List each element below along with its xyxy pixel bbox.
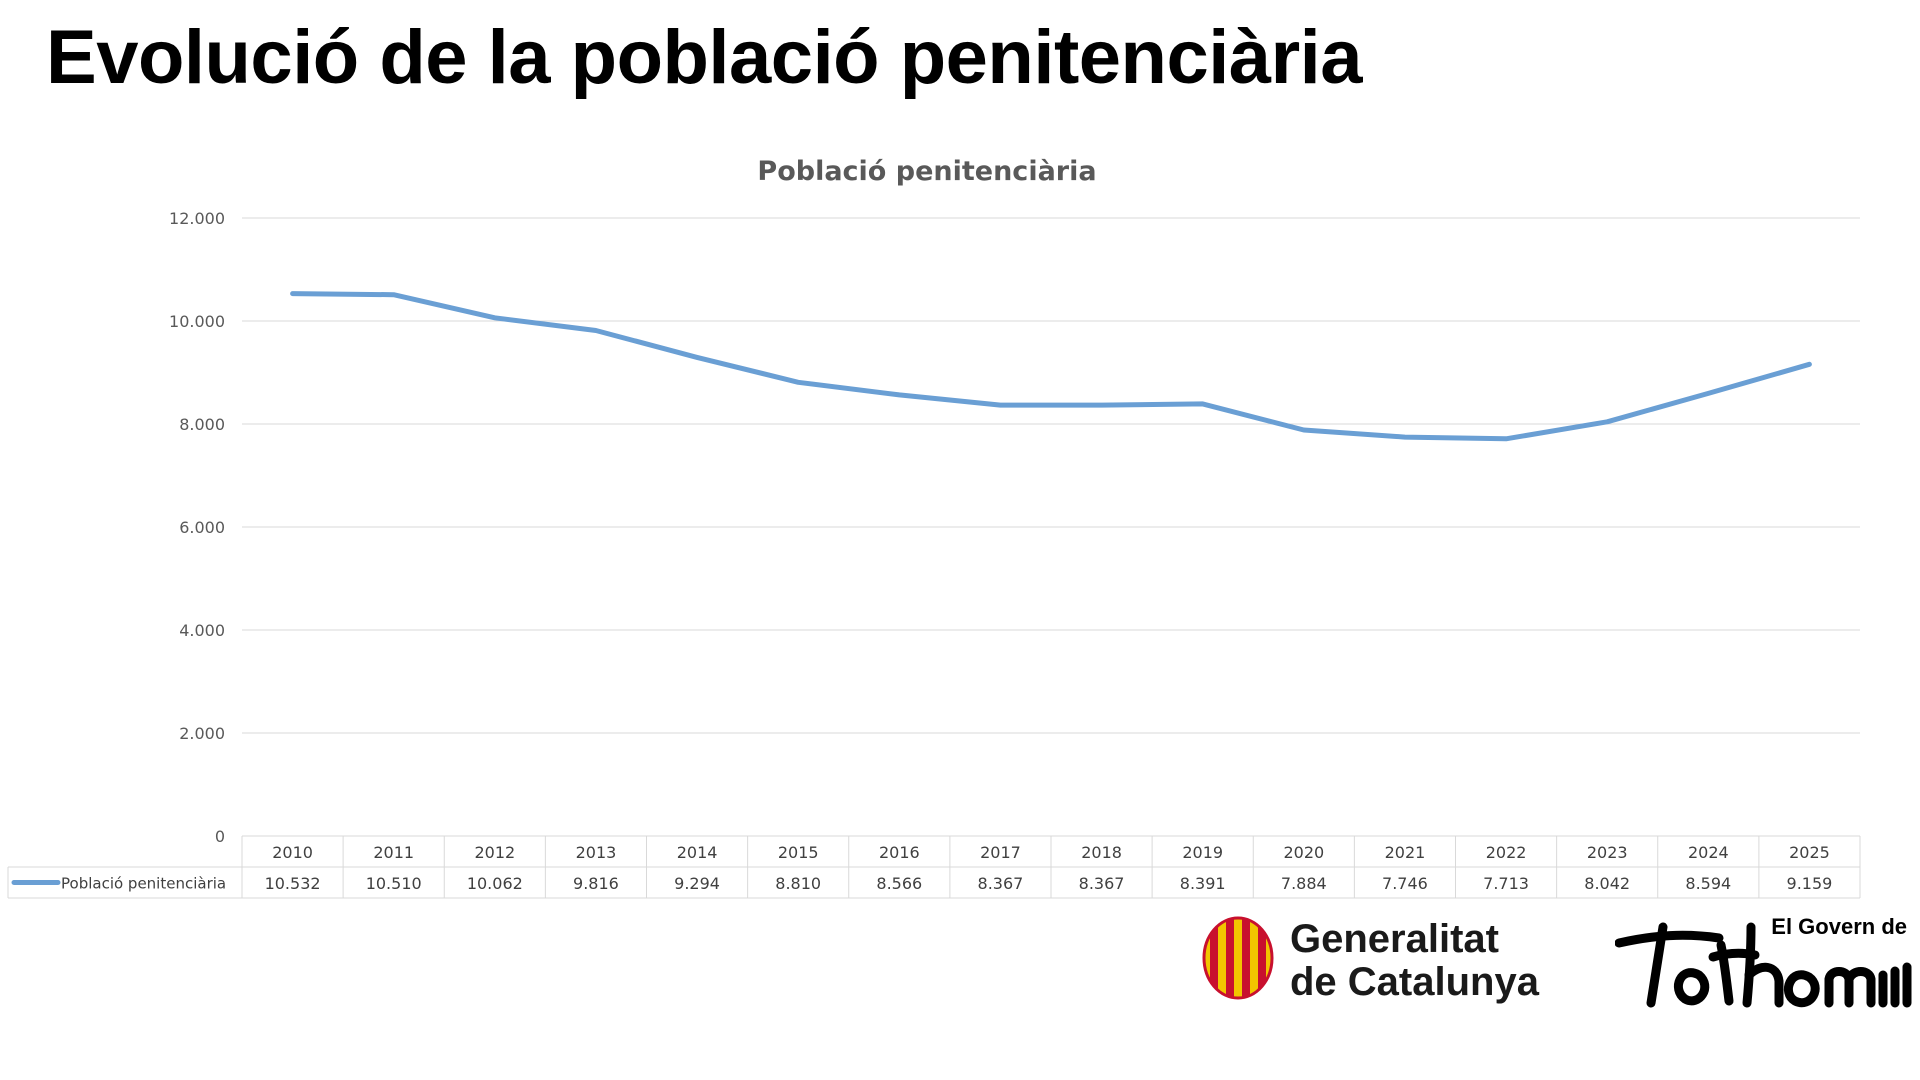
data-label: 7.884 bbox=[1281, 874, 1327, 893]
data-label: 10.062 bbox=[467, 874, 523, 893]
x-tick-label: 2019 bbox=[1182, 843, 1223, 862]
x-tick-label: 2017 bbox=[980, 843, 1021, 862]
data-label: 7.746 bbox=[1382, 874, 1428, 893]
chart-title: Població penitenciària bbox=[757, 156, 1096, 187]
govern-de-tothom-logo: El Govern de bbox=[1615, 905, 1915, 1015]
data-label: 9.816 bbox=[573, 874, 619, 893]
y-tick-label: 10.000 bbox=[169, 312, 225, 331]
generalitat-logo: Generalitat de Catalunya bbox=[1200, 912, 1560, 1012]
x-tick-label: 2025 bbox=[1789, 843, 1830, 862]
x-tick-label: 2014 bbox=[677, 843, 718, 862]
data-point bbox=[796, 380, 800, 384]
data-point bbox=[998, 403, 1002, 407]
data-point bbox=[1807, 362, 1811, 366]
legend-label: Població penitenciària bbox=[61, 875, 226, 893]
chart-gridlines bbox=[242, 217, 1860, 734]
x-tick-label: 2023 bbox=[1587, 843, 1628, 862]
x-tick-label: 2018 bbox=[1081, 843, 1122, 862]
data-point bbox=[1706, 391, 1710, 395]
govern-small-text: El Govern de bbox=[1771, 914, 1907, 939]
data-label: 8.042 bbox=[1584, 874, 1630, 893]
x-tick-label: 2022 bbox=[1486, 843, 1527, 862]
data-label: 8.367 bbox=[1079, 874, 1125, 893]
data-label: 10.510 bbox=[366, 874, 422, 893]
data-label: 9.159 bbox=[1787, 874, 1833, 893]
data-point bbox=[1100, 403, 1104, 407]
data-label: 8.566 bbox=[876, 874, 922, 893]
data-label: 9.294 bbox=[674, 874, 720, 893]
x-tick-label: 2024 bbox=[1688, 843, 1729, 862]
data-point bbox=[594, 328, 598, 332]
x-tick-label: 2010 bbox=[272, 843, 313, 862]
y-tick-label: 6.000 bbox=[179, 518, 225, 537]
x-tick-label: 2015 bbox=[778, 843, 819, 862]
generalitat-line-2: de Catalunya bbox=[1290, 960, 1539, 1004]
data-label: 10.532 bbox=[265, 874, 321, 893]
y-tick-label: 2.000 bbox=[179, 724, 225, 743]
data-point bbox=[392, 293, 396, 297]
emblem-stripe bbox=[1242, 918, 1250, 998]
y-tick-label: 12.000 bbox=[169, 209, 225, 228]
x-tick-label: 2013 bbox=[576, 843, 617, 862]
x-tick-label: 2021 bbox=[1385, 843, 1426, 862]
data-table: 2010 2011 2012 2013 2014 2015 2016 2017 2018 2019… bbox=[7, 835, 1861, 899]
y-tick-label: 4.000 bbox=[179, 621, 225, 640]
data-label: 8.367 bbox=[978, 874, 1024, 893]
data-point bbox=[1302, 428, 1306, 432]
emblem-stripe bbox=[1226, 918, 1234, 998]
generalitat-line-1: Generalitat bbox=[1290, 917, 1499, 961]
series-lines bbox=[290, 291, 1812, 442]
data-label: 8.391 bbox=[1180, 874, 1226, 893]
tothom-script-mark bbox=[1615, 922, 1912, 1008]
x-tick-label: 2011 bbox=[373, 843, 414, 862]
emblem-stripe bbox=[1210, 918, 1218, 998]
data-point bbox=[695, 355, 699, 359]
data-label: 7.713 bbox=[1483, 874, 1529, 893]
data-point bbox=[1605, 420, 1609, 424]
data-point bbox=[1201, 402, 1205, 406]
data-label: 8.810 bbox=[775, 874, 821, 893]
data-point bbox=[493, 316, 497, 320]
data-point bbox=[1504, 437, 1508, 441]
x-tick-label: 2020 bbox=[1283, 843, 1324, 862]
y-axis-ticks: 0 2.000 4.000 6.000 8.000 10.000 12.000 bbox=[169, 209, 225, 846]
emblem-stripe bbox=[1258, 918, 1266, 998]
data-point bbox=[897, 393, 901, 397]
data-point bbox=[1403, 435, 1407, 439]
y-tick-label: 0 bbox=[215, 827, 225, 846]
y-tick-label: 8.000 bbox=[179, 415, 225, 434]
generalitat-emblem-icon bbox=[1202, 916, 1274, 1000]
x-tick-label: 2012 bbox=[474, 843, 515, 862]
slide-title: Evolució de la població penitenciària bbox=[46, 15, 1363, 100]
generalitat-wordmark: Generalitat de Catalunya bbox=[1290, 918, 1539, 1004]
data-point bbox=[291, 292, 295, 296]
x-tick-label: 2016 bbox=[879, 843, 920, 862]
data-label: 8.594 bbox=[1685, 874, 1731, 893]
series-line bbox=[290, 291, 1812, 442]
line-chart: Població penitenciària 0 2.000 4.000 6.000 8… bbox=[7, 156, 1861, 899]
